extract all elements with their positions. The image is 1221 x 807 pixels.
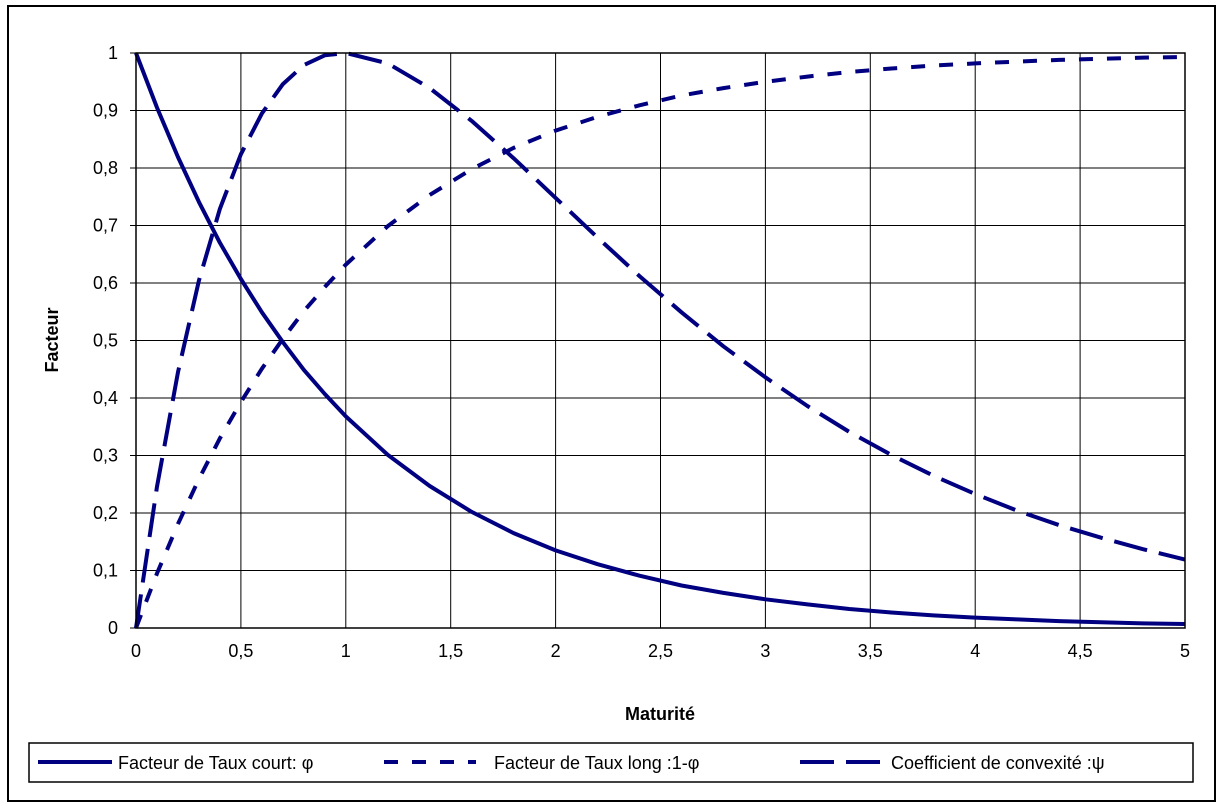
legend-label-convexite: Coefficient de convexité :ψ: [891, 753, 1105, 773]
y-tick-label: 0,2: [93, 503, 118, 523]
x-axis-title: Maturité: [625, 704, 695, 724]
y-tick-label: 0,7: [93, 216, 118, 236]
x-tick-label: 2: [551, 641, 561, 661]
y-tick-labels: 0 0,1 0,2 0,3 0,4 0,5 0,6 0,7 0,8 0,9 1: [93, 43, 118, 638]
x-tick-label: 1,5: [438, 641, 463, 661]
x-tick-label: 0: [131, 641, 141, 661]
legend-label-taux-court: Facteur de Taux court: φ: [118, 753, 313, 773]
legend-box: [28, 742, 1194, 783]
x-tick-label: 1: [341, 641, 351, 661]
plot-area-border: [135, 52, 1186, 629]
x-tick-label: 2,5: [648, 641, 673, 661]
x-tick-label: 3: [760, 641, 770, 661]
legend-label-taux-long: Facteur de Taux long :1-φ: [494, 753, 699, 773]
series-line-taux-long: [134, 55, 1186, 629]
y-tick-label: 1: [108, 43, 118, 63]
y-tick-label: 0: [108, 618, 118, 638]
x-tick-label: 5: [1180, 641, 1190, 661]
y-tick-label: 0,4: [93, 388, 118, 408]
legend: Facteur de Taux court: φ Facteur de Taux…: [28, 742, 1194, 783]
x-tick-label: 0,5: [228, 641, 253, 661]
x-tick-label: 4: [970, 641, 980, 661]
x-tick-label: 4,5: [1068, 641, 1093, 661]
y-axis-title: Facteur: [42, 307, 62, 372]
chart-border: [7, 5, 1216, 802]
series-line-taux-court: [134, 52, 1186, 626]
x-tick-labels: 0 0,5 1 1,5 2 2,5 3 3,5 4 4,5 5: [131, 641, 1190, 661]
y-tick-label: 0,5: [93, 331, 118, 351]
series-line-convexite: [134, 51, 1186, 629]
y-tick-label: 0,1: [93, 561, 118, 581]
series-layer: [134, 51, 1186, 629]
y-tick-label: 0,3: [93, 446, 118, 466]
x-tick-label: 3,5: [858, 641, 883, 661]
y-tick-label: 0,8: [93, 158, 118, 178]
y-tick-label: 0,6: [93, 273, 118, 293]
y-tick-label: 0,9: [93, 101, 118, 121]
